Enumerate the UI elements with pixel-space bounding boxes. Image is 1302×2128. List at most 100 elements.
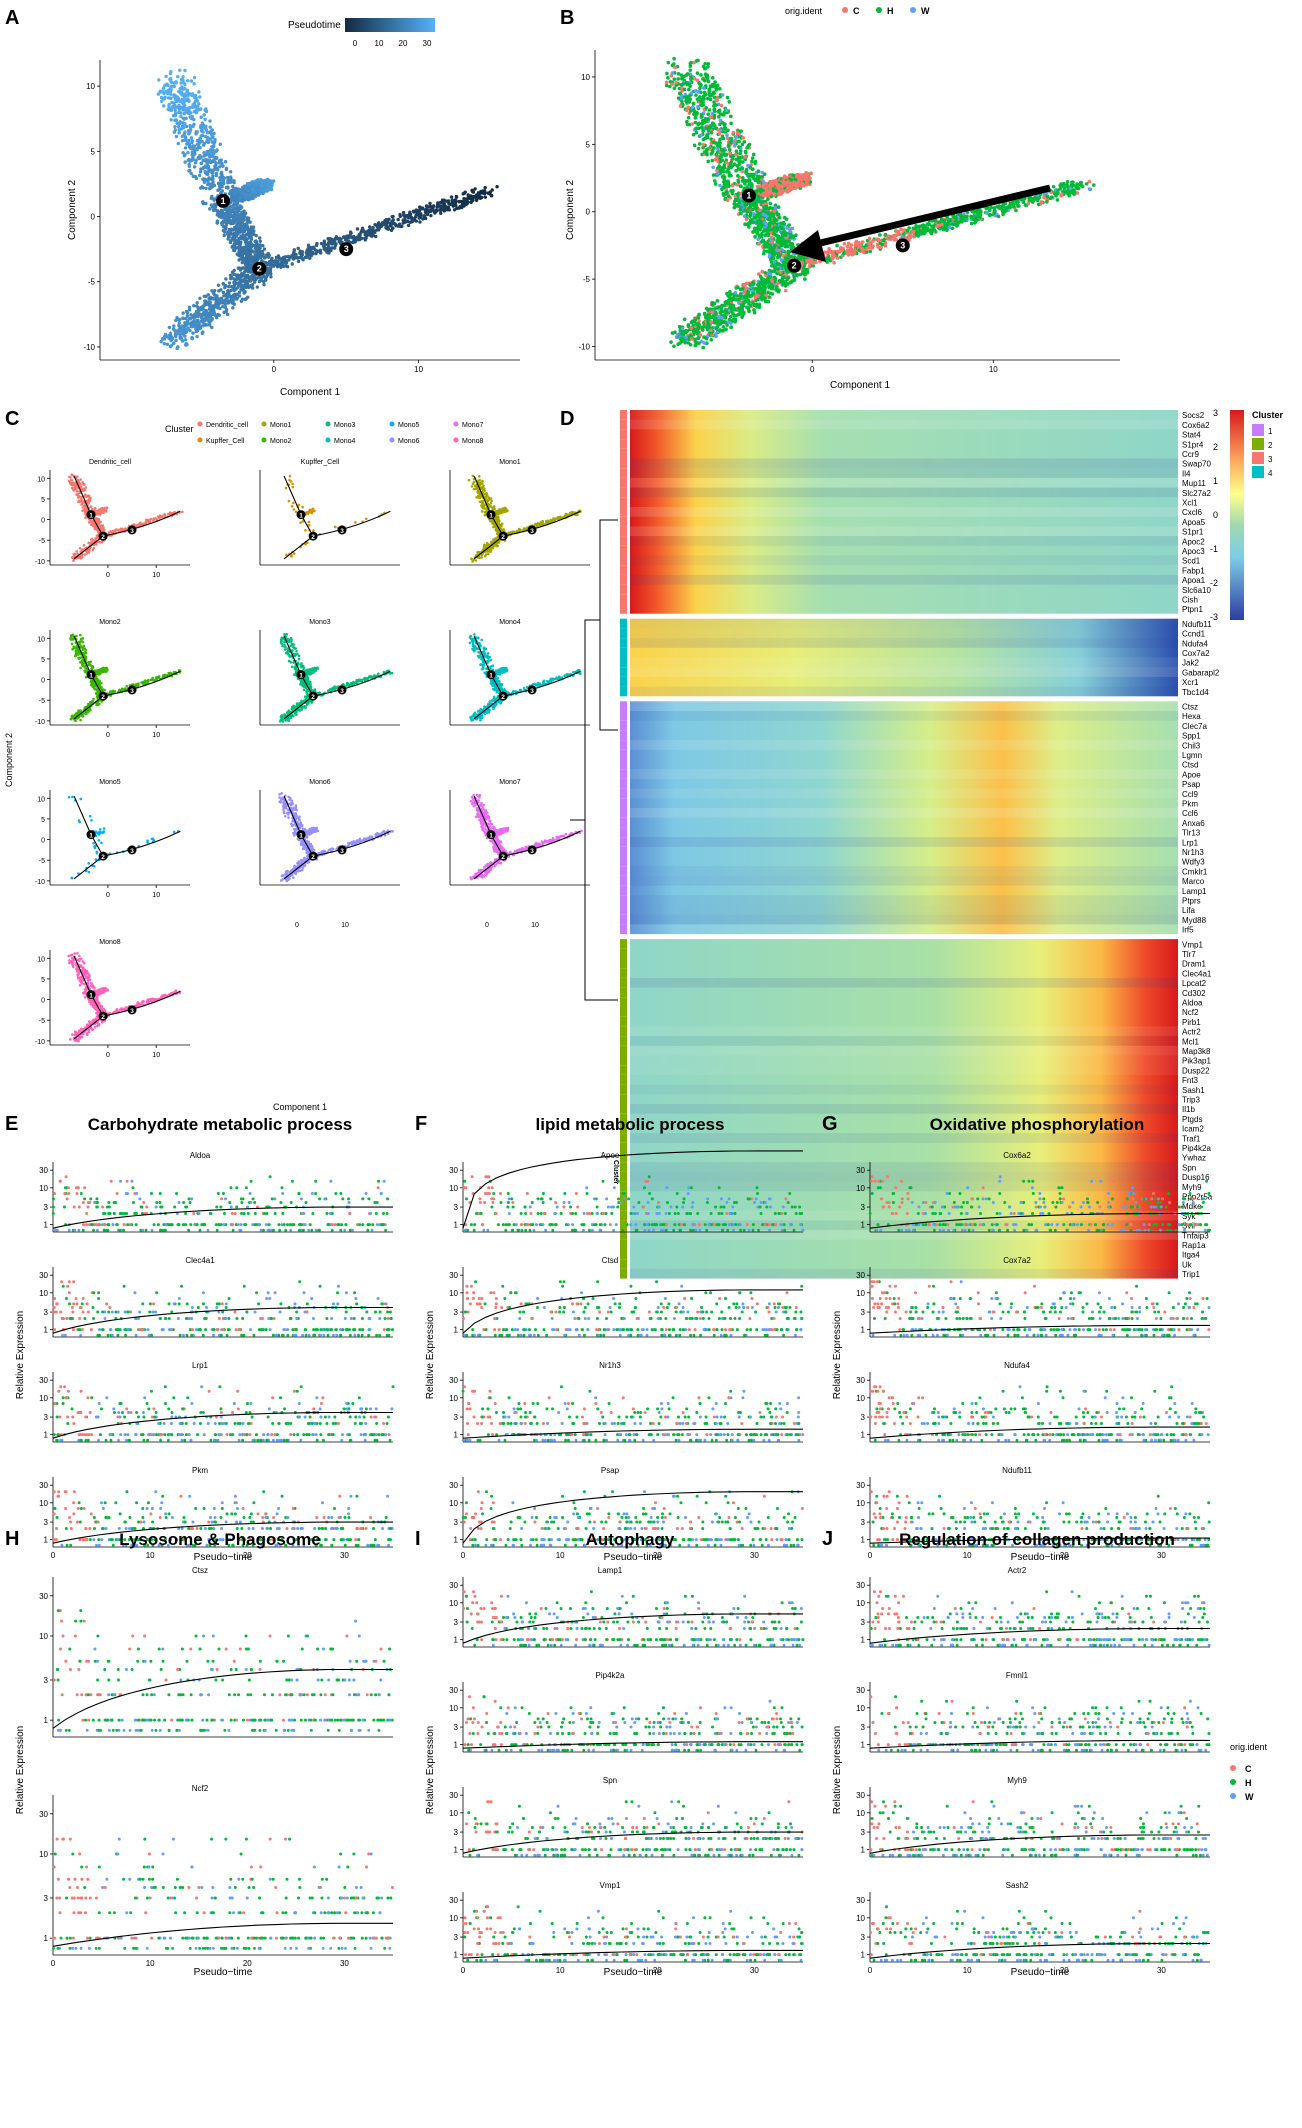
- cell-point: [756, 169, 761, 173]
- cell-point: [191, 124, 195, 129]
- cell-point: [210, 177, 214, 181]
- cell-point: [200, 133, 205, 138]
- cell-point: [281, 255, 286, 260]
- cell-point: [202, 180, 207, 184]
- cell-point: [187, 308, 192, 312]
- cell-point: [249, 233, 254, 237]
- cell-point: [252, 182, 256, 187]
- cell-point: [216, 283, 221, 287]
- cell-point: [172, 94, 176, 99]
- cell-point: [235, 194, 239, 198]
- cell-point: [242, 291, 246, 295]
- cell-point: [306, 243, 311, 248]
- cell-point: [189, 158, 194, 163]
- legend-label: W: [921, 6, 930, 16]
- cell-point: [275, 265, 280, 269]
- y-tick-label: 0: [91, 213, 96, 222]
- cell-point: [692, 143, 697, 148]
- legend-label: H: [887, 6, 894, 16]
- cell-point: [417, 216, 422, 220]
- cell-point: [784, 217, 789, 222]
- cell-point: [338, 236, 342, 241]
- cell-point: [744, 217, 749, 222]
- cell-point: [229, 299, 233, 304]
- cell-point: [174, 111, 178, 115]
- cell-point: [429, 213, 433, 218]
- cell-point: [189, 111, 193, 115]
- cell-point: [201, 330, 205, 334]
- cell-point: [203, 126, 208, 131]
- cell-point: [896, 229, 901, 234]
- cell-point: [483, 190, 487, 195]
- cell-point: [270, 264, 275, 268]
- cell-point: [267, 270, 272, 274]
- cell-point: [229, 227, 234, 231]
- cell-point: [385, 225, 390, 230]
- cell-point: [853, 248, 857, 252]
- cell-point: [736, 174, 740, 178]
- cell-point: [211, 170, 215, 175]
- cell-point: [247, 266, 252, 270]
- cell-point: [686, 115, 691, 120]
- cell-point: [185, 79, 190, 83]
- cell-point: [173, 128, 178, 132]
- cell-point: [195, 301, 199, 305]
- cell-point: [727, 100, 732, 104]
- cell-point: [239, 285, 244, 289]
- cell-point: [223, 214, 227, 219]
- cell-point: [183, 152, 187, 157]
- cell-point: [249, 242, 254, 246]
- cell-point: [259, 278, 263, 283]
- cell-point: [351, 235, 356, 239]
- cell-point: [723, 126, 728, 130]
- cell-point: [686, 341, 691, 345]
- cell-point: [231, 184, 235, 189]
- cell-point: [435, 209, 439, 213]
- cell-point: [422, 214, 427, 218]
- cell-point: [183, 324, 187, 328]
- cell-point: [438, 211, 443, 215]
- cell-point: [207, 323, 212, 327]
- cell-point: [747, 142, 752, 147]
- cell-point: [210, 196, 214, 200]
- cell-point: [213, 288, 217, 293]
- cell-point: [1054, 193, 1058, 198]
- cell-point: [198, 170, 203, 174]
- cell-point: [462, 191, 467, 195]
- cell-point: [227, 285, 231, 289]
- cell-point: [723, 179, 728, 184]
- cell-point: [357, 234, 361, 238]
- cell-point: [252, 194, 256, 198]
- cell-point: [488, 190, 493, 194]
- cell-point: [803, 277, 807, 281]
- cell-point: [180, 339, 185, 343]
- cell-point: [685, 122, 690, 127]
- cell-point: [757, 208, 762, 212]
- cell-point: [687, 87, 691, 92]
- cell-point: [217, 214, 221, 219]
- cell-point: [162, 342, 167, 346]
- cell-point: [729, 114, 733, 119]
- cell-point: [159, 95, 164, 100]
- cell-point: [899, 227, 903, 232]
- cell-point: [471, 190, 476, 194]
- cell-point: [220, 222, 224, 227]
- cell-point: [163, 95, 167, 100]
- cell-point: [234, 223, 239, 228]
- cell-point: [190, 92, 195, 96]
- cell-point: [248, 196, 252, 201]
- cell-point: [702, 341, 707, 345]
- cell-point: [1051, 184, 1056, 189]
- cell-point: [772, 260, 777, 264]
- cell-point: [209, 148, 213, 152]
- legend-label: C: [853, 6, 860, 16]
- cell-point: [292, 248, 297, 252]
- cell-point: [176, 345, 180, 349]
- cell-point: [768, 291, 773, 296]
- cell-point: [725, 133, 729, 137]
- cell-point: [312, 246, 316, 250]
- cell-point: [495, 185, 499, 189]
- cell-point: [718, 328, 723, 332]
- cell-point: [672, 77, 677, 81]
